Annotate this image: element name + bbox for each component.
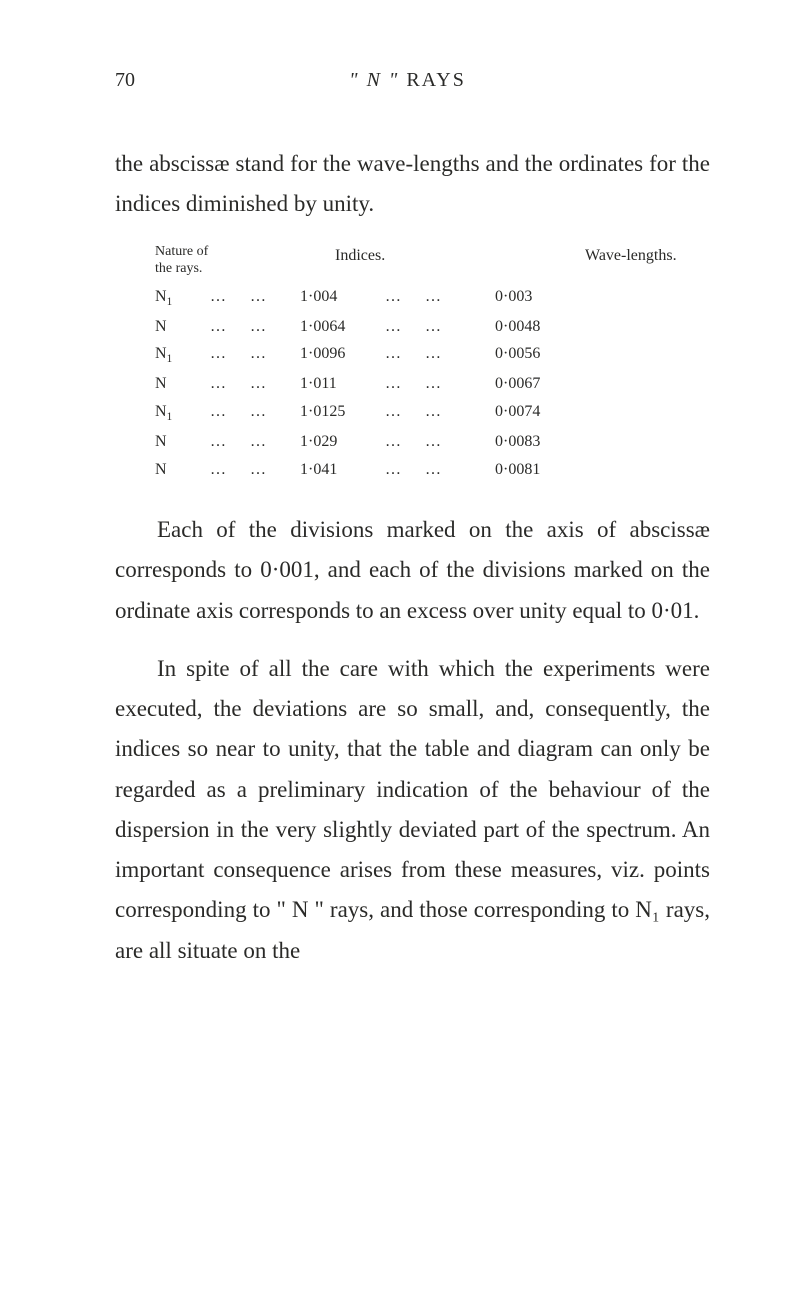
cell-dots: … xyxy=(250,341,290,367)
cell-wavelength: 0·0048 xyxy=(465,314,625,340)
cell-index: 1·004 xyxy=(290,284,385,310)
page-number: 70 xyxy=(115,64,135,96)
cell-dots: … xyxy=(385,284,425,310)
table-header-row: Nature of the rays. Indices. Wave-length… xyxy=(155,243,680,278)
cell-wavelength: 0·0081 xyxy=(465,457,625,483)
cell-dots: … xyxy=(250,284,290,310)
cell-index: 1·0064 xyxy=(290,314,385,340)
cell-dots: … xyxy=(385,457,425,483)
cell-dots: … xyxy=(210,371,250,397)
table-row: N……1·029……0·0083 xyxy=(155,429,680,455)
cell-wavelength: 0·003 xyxy=(465,284,625,310)
paragraph-2: Each of the divisions marked on the axis… xyxy=(115,510,710,631)
cell-dots: … xyxy=(250,314,290,340)
cell-dots: … xyxy=(210,314,250,340)
table-row: N1……1·0096……0·0056 xyxy=(155,341,680,369)
table-row: N1……1·004……0·003 xyxy=(155,284,680,312)
cell-dots: … xyxy=(425,371,465,397)
cell-index: 1·029 xyxy=(290,429,385,455)
table-header-nature-l2: the rays. xyxy=(155,261,202,276)
cell-dots: … xyxy=(385,429,425,455)
table-header-nature-l1: Nature of xyxy=(155,244,208,259)
cell-dots: … xyxy=(425,341,465,367)
cell-dots: … xyxy=(385,314,425,340)
cell-dots: … xyxy=(210,341,250,367)
cell-wavelength: 0·0056 xyxy=(465,341,625,367)
cell-dots: … xyxy=(250,457,290,483)
table-body: N1……1·004……0·003N……1·0064……0·0048N1……1·0… xyxy=(155,284,680,483)
cell-wavelength: 0·0074 xyxy=(465,399,625,425)
cell-nature: N1 xyxy=(155,284,210,312)
cell-dots: … xyxy=(250,399,290,425)
cell-dots: … xyxy=(250,429,290,455)
paragraph-3: In spite of all the care with which the … xyxy=(115,649,710,971)
cell-nature: N xyxy=(155,371,210,397)
cell-dots: … xyxy=(250,371,290,397)
cell-dots: … xyxy=(210,457,250,483)
table-row: N1……1·0125……0·0074 xyxy=(155,399,680,427)
table-row: N……1·0064……0·0048 xyxy=(155,314,680,340)
cell-nature: N1 xyxy=(155,341,210,369)
cell-wavelength: 0·0083 xyxy=(465,429,625,455)
cell-index: 1·0096 xyxy=(290,341,385,367)
cell-nature: N xyxy=(155,314,210,340)
cell-dots: … xyxy=(385,341,425,367)
table-header-indices: Indices. xyxy=(295,243,525,278)
cell-dots: … xyxy=(210,284,250,310)
cell-index: 1·041 xyxy=(290,457,385,483)
cell-dots: … xyxy=(425,399,465,425)
table-header-nature: Nature of the rays. xyxy=(155,243,295,278)
cell-wavelength: 0·0067 xyxy=(465,371,625,397)
cell-nature: N xyxy=(155,429,210,455)
cell-dots: … xyxy=(425,457,465,483)
cell-dots: … xyxy=(210,399,250,425)
table-row: N……1·011……0·0067 xyxy=(155,371,680,397)
cell-index: 1·0125 xyxy=(290,399,385,425)
running-head-roman: RAYS xyxy=(406,69,466,91)
cell-dots: … xyxy=(425,284,465,310)
cell-nature: N xyxy=(155,457,210,483)
cell-dots: … xyxy=(425,314,465,340)
paragraph-1: the abscissæ stand for the wave-lengths … xyxy=(115,144,710,225)
cell-dots: … xyxy=(210,429,250,455)
cell-nature: N1 xyxy=(155,399,210,427)
cell-dots: … xyxy=(425,429,465,455)
page-header: 70 " N " RAYS xyxy=(115,64,710,96)
data-table: Nature of the rays. Indices. Wave-length… xyxy=(155,243,680,483)
cell-index: 1·011 xyxy=(290,371,385,397)
cell-dots: … xyxy=(385,371,425,397)
table-header-wavelengths: Wave-lengths. xyxy=(525,243,680,278)
table-row: N……1·041……0·0081 xyxy=(155,457,680,483)
running-head-italic: " N " xyxy=(349,69,399,91)
running-head: " N " RAYS xyxy=(349,64,466,96)
cell-dots: … xyxy=(385,399,425,425)
